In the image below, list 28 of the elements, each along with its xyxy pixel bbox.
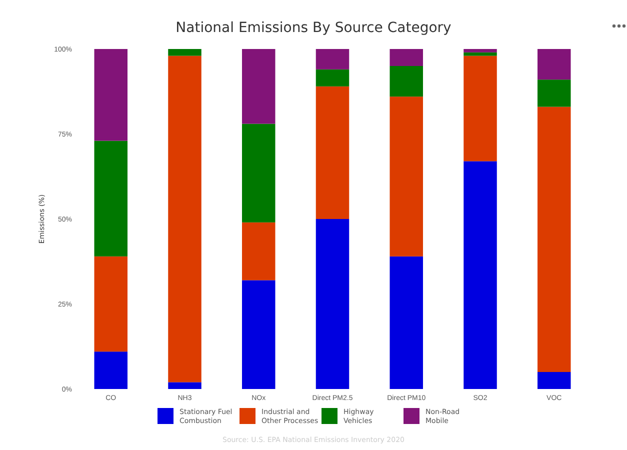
bar <box>316 69 350 86</box>
bar <box>538 372 571 389</box>
bar <box>390 66 423 97</box>
bar <box>464 52 497 56</box>
bar <box>94 140 128 256</box>
bar <box>94 256 128 352</box>
chart-title: National Emissions By Source Category <box>176 20 452 36</box>
bar <box>464 161 497 389</box>
bar <box>538 49 571 80</box>
bar <box>168 382 202 389</box>
bar <box>168 49 202 56</box>
bar <box>168 56 202 382</box>
bar <box>464 56 497 162</box>
bar <box>538 106 571 372</box>
bar <box>242 222 276 280</box>
bar <box>538 80 571 107</box>
bar <box>390 256 423 389</box>
bar <box>242 49 276 124</box>
bar <box>242 280 276 389</box>
bar <box>316 86 350 219</box>
bar <box>464 49 497 52</box>
bar <box>242 124 276 222</box>
bar <box>94 352 128 389</box>
bar <box>316 49 350 70</box>
bar <box>94 49 128 141</box>
bar <box>390 49 423 66</box>
bar <box>390 96 423 256</box>
bar <box>316 219 350 389</box>
